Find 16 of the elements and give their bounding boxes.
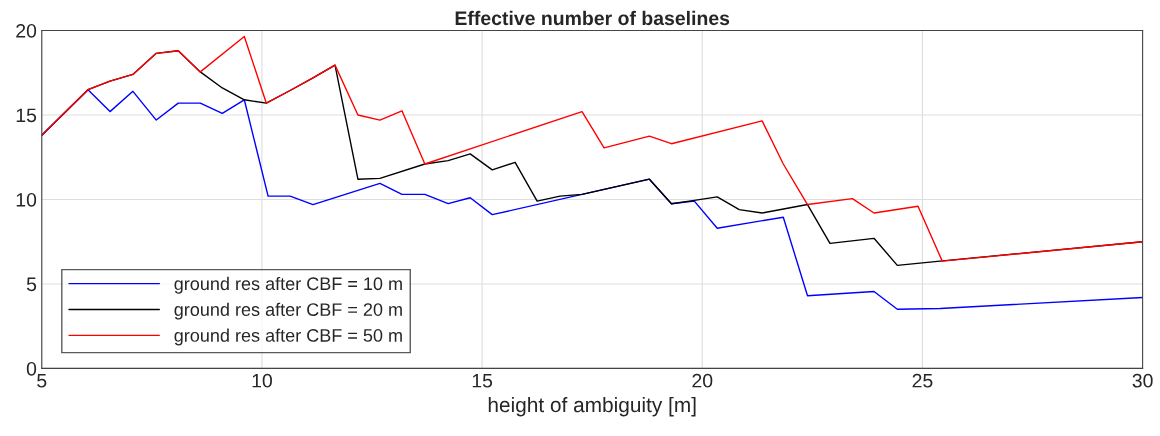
x-tick-label: 10	[252, 373, 272, 388]
x-tick-label: 5	[37, 374, 47, 388]
x-tick-label: 15	[472, 374, 493, 388]
chart-title: Effective number of baselines	[455, 10, 730, 26]
x-tick-label: 20	[692, 373, 713, 388]
y-tick-label: 5	[26, 277, 37, 292]
x-tick-label: 30	[1132, 373, 1153, 388]
legend-label: ground res after CBF = 50 m	[174, 328, 402, 346]
legend-label: ground res after CBF = 20 m	[174, 302, 402, 320]
y-tick-label: 15	[16, 108, 37, 123]
x-axis-title: height of ambiguity [m]	[488, 396, 696, 417]
x-tick-label: 25	[912, 373, 933, 388]
y-tick-label: 20	[16, 23, 37, 38]
legend-label: ground res after CBF = 10 m	[174, 276, 402, 294]
y-tick-label: 0	[26, 361, 37, 376]
y-tick-label: 10	[16, 192, 37, 207]
